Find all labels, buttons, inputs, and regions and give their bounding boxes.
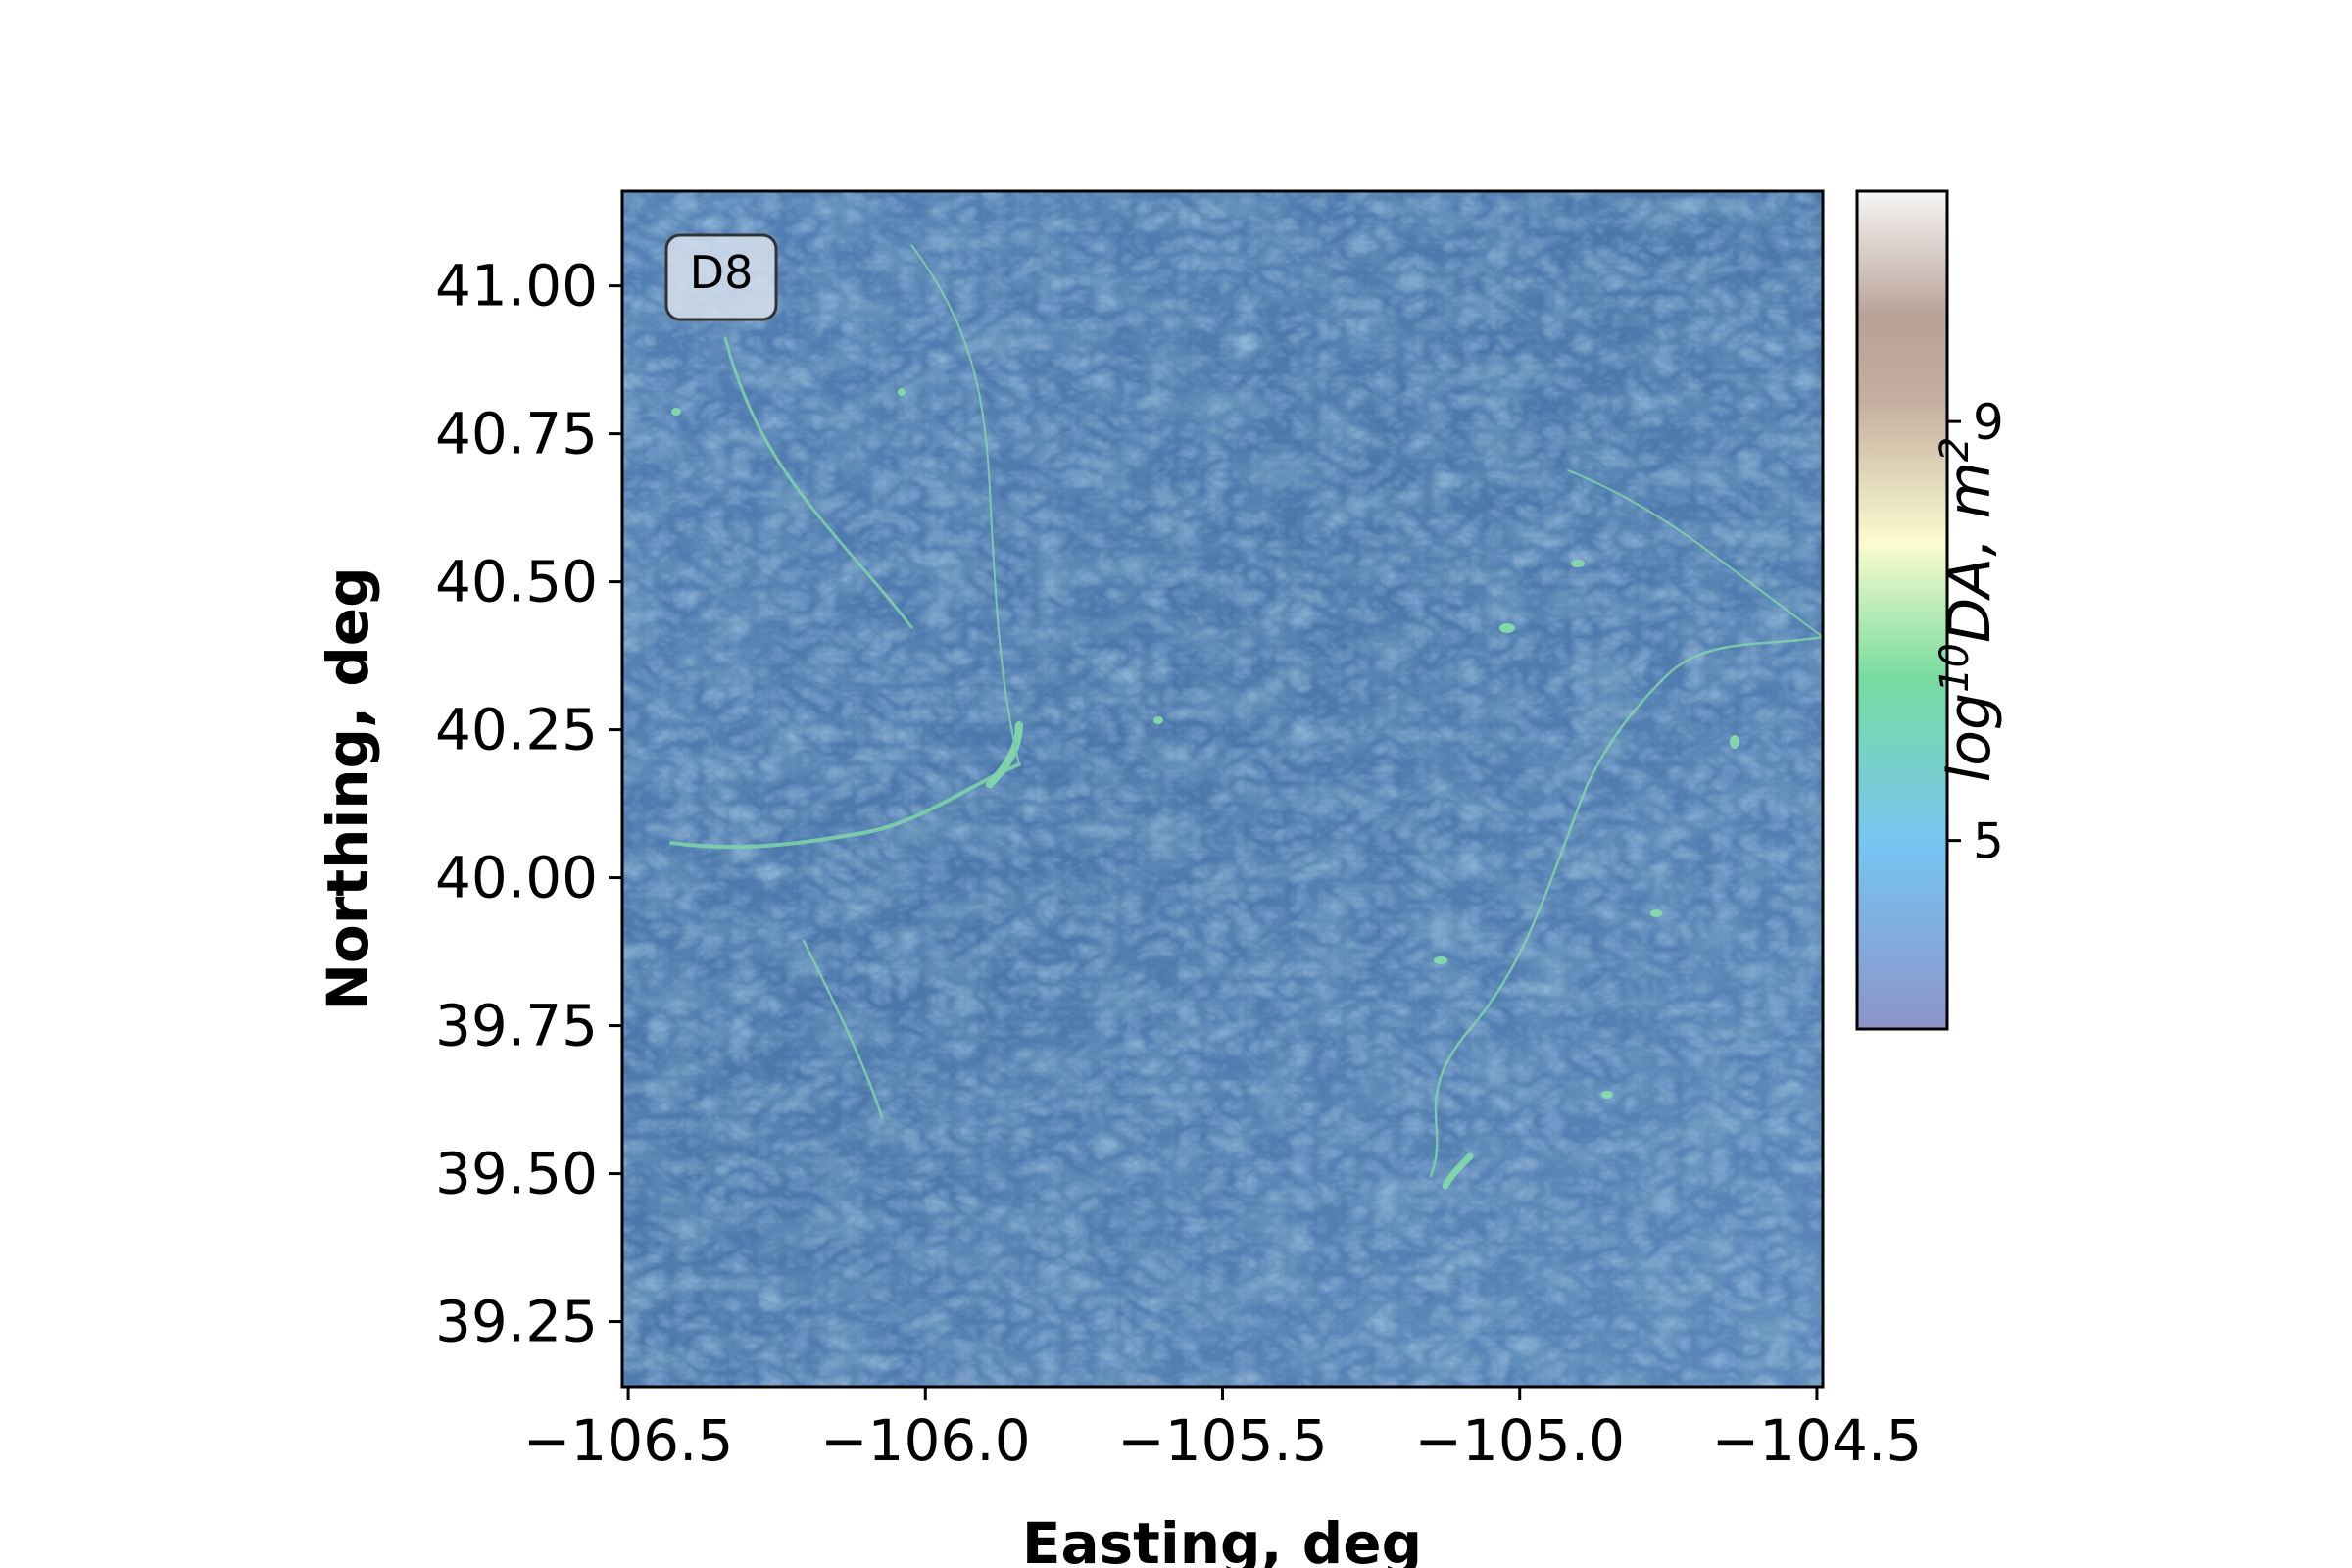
terrain-map [622, 191, 1823, 1387]
x-tick-label: −105.0 [1414, 1407, 1625, 1474]
colorbar-tick-label: 5 [1973, 813, 2004, 870]
colorbar-label-sup: 10 [1933, 643, 1978, 693]
colorbar-label-part: DA, m [1936, 462, 2004, 643]
y-tick-label: 39.50 [435, 1141, 598, 1207]
y-tick-label: 40.75 [435, 401, 598, 467]
x-tick-label: −106.0 [820, 1407, 1031, 1474]
annotation-label: D8 [690, 246, 754, 299]
colorbar-gradient [1855, 189, 1949, 1031]
colorbar-label-sup: 2 [1933, 437, 1978, 462]
x-axis-label: Easting, deg [1022, 1510, 1422, 1568]
y-axis-label: Northing, deg [315, 566, 381, 1010]
y-tick-label: 41.00 [435, 253, 598, 319]
colorbar-tick-label: 9 [1973, 394, 2004, 451]
y-tick-label: 40.00 [435, 845, 598, 911]
x-tick-label: −104.5 [1712, 1407, 1923, 1474]
y-axis: 39.25 39.50 39.75 40.00 40.25 40.50 40.75 41.00 [435, 253, 622, 1355]
drainage-network [669, 244, 1823, 1190]
y-tick-label: 40.25 [435, 697, 598, 763]
method-annotation: D8 [664, 233, 778, 321]
colorbar-label: log10DA, m2 [1933, 437, 2004, 783]
y-tick-label: 39.25 [435, 1289, 598, 1355]
green-patches [671, 388, 1740, 1099]
y-tick-label: 40.50 [435, 549, 598, 615]
colorbar-label-part: log [1936, 693, 2004, 782]
x-tick-label: −106.5 [523, 1407, 734, 1474]
y-tick-label: 39.75 [435, 993, 598, 1059]
x-tick-label: −105.5 [1117, 1407, 1328, 1474]
x-axis: −106.5 −106.0 −105.5 −105.0 −104.5 [523, 1387, 1923, 1474]
colorbar: 59 log10DA, m2 [1855, 189, 2004, 1031]
colorbar-ticks: 59 [1947, 394, 2004, 870]
